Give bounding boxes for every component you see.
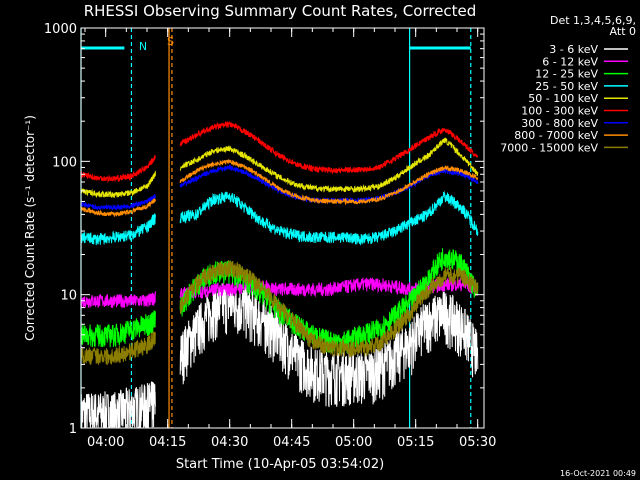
y-tick-label: 1000 — [44, 22, 77, 37]
legend-label: 50 - 100 keV — [528, 92, 598, 105]
series-line-8 — [80, 259, 479, 366]
footer-date: 16-Oct-2021 00:49 — [560, 469, 636, 478]
y-tick-label: 1 — [69, 422, 77, 437]
plot-area: 1 10 100 1000 04:00 04:15 04:30 04:45 05:00 05:15… — [44, 22, 497, 450]
series-line-4 — [80, 137, 479, 199]
chart-title: RHESSI Observing Summary Count Rates, Co… — [84, 2, 477, 20]
x-tick-label: 04:00 — [87, 435, 124, 450]
annotation-label-n: N — [139, 40, 147, 53]
legend-label: 3 - 6 keV — [549, 43, 598, 56]
plot-frame — [80, 27, 485, 429]
legend-label: 800 - 7000 keV — [514, 129, 598, 142]
legend-label: 6 - 12 keV — [542, 55, 598, 68]
y-tick-label: 10 — [60, 289, 77, 304]
series-line-3 — [80, 190, 479, 246]
x-axis-label: Start Time (10-Apr-05 03:54:02) — [176, 457, 384, 472]
legend-label: 25 - 50 keV — [535, 80, 598, 93]
legend-label: 12 - 25 keV — [535, 68, 598, 81]
series-line-7 — [80, 158, 479, 217]
annotation-label-s: S — [167, 35, 174, 48]
x-tick-label: 04:30 — [211, 435, 248, 450]
x-tick-label: 05:00 — [335, 435, 372, 450]
x-tick-label: 04:15 — [149, 435, 186, 450]
legend-header: Det 1,3,4,5,6,9, — [550, 14, 636, 27]
y-axis-label: Corrected Count Rate (s⁻¹ detector⁻¹) — [23, 115, 37, 341]
series-line-5 — [80, 120, 479, 183]
legend-label: 7000 - 15000 keV — [500, 141, 598, 154]
x-tick-label: 04:45 — [273, 435, 310, 450]
legend-header: Att 0 — [610, 25, 636, 38]
series-line-0 — [80, 282, 479, 428]
x-tick-label: 05:15 — [397, 435, 434, 450]
legend-label: 300 - 800 keV — [521, 117, 598, 130]
x-tick-label: 05:30 — [459, 435, 496, 450]
y-tick-label: 100 — [52, 155, 77, 170]
legend-label: 100 - 300 keV — [521, 105, 598, 118]
